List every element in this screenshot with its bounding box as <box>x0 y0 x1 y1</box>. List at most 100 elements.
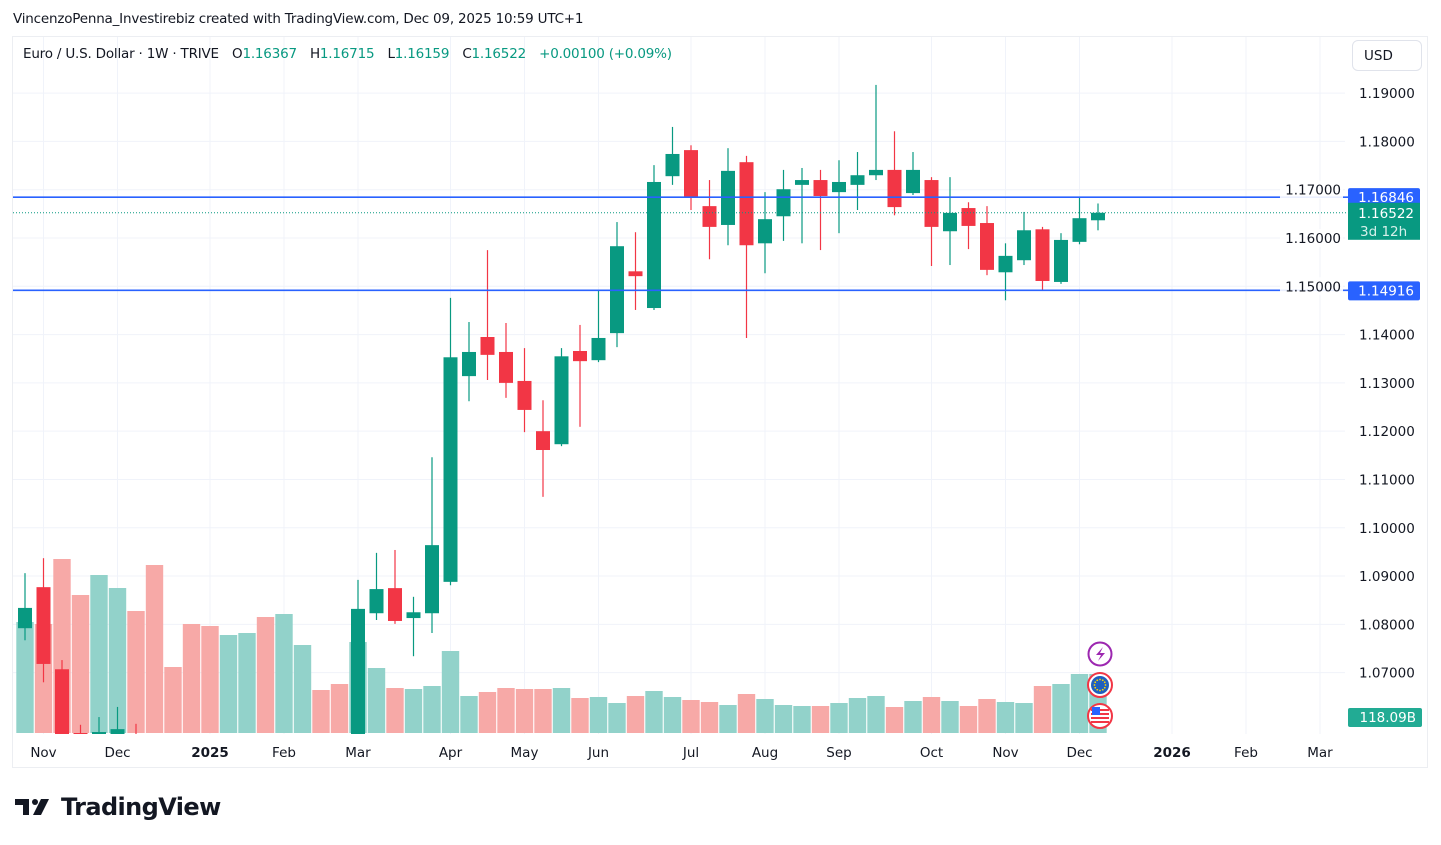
candle[interactable] <box>499 322 513 398</box>
candle-body <box>758 219 772 244</box>
candle-body <box>554 356 569 445</box>
volume-bar <box>904 701 922 733</box>
candle[interactable] <box>480 250 495 380</box>
candle[interactable] <box>462 322 476 402</box>
time-tick-label: Mar <box>345 745 371 761</box>
volume-bar <box>830 703 848 733</box>
candle[interactable] <box>776 169 791 241</box>
volume-bar <box>1015 703 1033 733</box>
event-icons[interactable] <box>1087 641 1113 729</box>
volume-bar <box>756 699 774 733</box>
candle[interactable] <box>1091 203 1105 231</box>
volume-bar <box>201 626 219 733</box>
high-value: 1.16715 <box>319 46 375 62</box>
candle[interactable] <box>795 167 809 244</box>
candle[interactable] <box>406 596 421 657</box>
candle[interactable] <box>351 579 365 837</box>
candle-body <box>480 337 495 355</box>
candle[interactable] <box>55 660 69 745</box>
volume-bar <box>460 696 478 733</box>
volume-bar <box>571 698 589 733</box>
price-tick-label-bg <box>1280 229 1343 247</box>
candle[interactable] <box>998 243 1013 301</box>
candle[interactable] <box>1035 226 1050 291</box>
candle-body <box>998 255 1013 273</box>
candle[interactable] <box>850 152 865 210</box>
candle[interactable] <box>1017 211 1031 266</box>
chart-frame <box>12 36 1428 768</box>
tradingview-logo-icon <box>15 799 49 815</box>
candle-body <box>906 169 920 194</box>
candle[interactable] <box>610 222 624 348</box>
candle[interactable] <box>73 724 88 779</box>
candle[interactable] <box>1054 233 1068 284</box>
open-value: 1.16367 <box>242 46 297 62</box>
candle[interactable] <box>739 155 754 338</box>
candle[interactable] <box>813 169 828 251</box>
candle[interactable] <box>684 145 698 210</box>
candle[interactable] <box>36 558 51 683</box>
currency-button[interactable]: USD <box>1352 40 1422 71</box>
us-flag-canton <box>1092 707 1100 715</box>
candle-body <box>351 608 365 734</box>
candle[interactable] <box>369 552 384 620</box>
candle[interactable] <box>943 177 957 266</box>
volume-bar <box>145 565 164 733</box>
lightning-icon[interactable] <box>1087 641 1113 667</box>
price-axis[interactable]: 1.07000 1.08000 1.09000 1.10000 1.11000 1.120… <box>1280 86 1415 682</box>
price-tick-label: 1.19000 <box>1359 86 1415 102</box>
horizontal-line-price-label: 1.14916 <box>1358 283 1414 299</box>
last-price-label-bg <box>1348 202 1420 240</box>
us-flag-icon[interactable] <box>1087 703 1113 729</box>
candle[interactable] <box>647 165 661 310</box>
candle[interactable] <box>887 131 902 216</box>
volume-bar <box>312 690 330 733</box>
candle-body <box>702 206 717 227</box>
eu-flag-star <box>1096 679 1099 682</box>
candle[interactable] <box>425 457 439 634</box>
price-tick-label: 1.17000 <box>1285 183 1341 199</box>
eu-flag-star <box>1104 684 1107 686</box>
candle[interactable] <box>924 177 939 267</box>
volume-bars <box>16 559 1107 733</box>
candle[interactable] <box>758 192 772 274</box>
candle[interactable] <box>869 84 883 181</box>
candle-body <box>795 180 809 185</box>
candle-body <box>924 180 939 227</box>
volume-bar <box>552 688 571 733</box>
candle[interactable] <box>1072 197 1087 245</box>
candle[interactable] <box>906 152 920 196</box>
candle[interactable] <box>536 400 550 497</box>
candle-body <box>92 732 106 734</box>
candle[interactable] <box>554 348 569 447</box>
symbol-title[interactable]: Euro / U.S. Dollar · 1W · TRIVE <box>23 46 219 62</box>
price-label-bg <box>1348 188 1420 208</box>
lightning-icon-glyph <box>1096 647 1105 661</box>
candle[interactable] <box>961 202 976 250</box>
time-axis[interactable]: Nov Dec 2025 Feb Mar Apr May Jun Jul Aug Sep Oct Nov… <box>30 745 1333 761</box>
horizontal-lines[interactable] <box>13 196 1348 292</box>
candle[interactable] <box>980 206 994 276</box>
horizontal-line-price-label: 1.16846 <box>1358 190 1414 206</box>
candle[interactable] <box>110 706 125 769</box>
tradingview-logo[interactable]: TradingView <box>15 793 221 821</box>
candle[interactable] <box>18 573 32 641</box>
volume-bar <box>127 611 145 733</box>
candle[interactable] <box>628 232 643 310</box>
candle-body <box>517 380 532 410</box>
candle[interactable] <box>443 297 458 586</box>
candle[interactable] <box>517 348 532 433</box>
candle[interactable] <box>591 290 606 363</box>
time-tick-label: Feb <box>1234 745 1258 761</box>
candle-body <box>684 150 698 197</box>
candle[interactable] <box>573 324 587 427</box>
time-tick-label: Apr <box>439 745 463 761</box>
candle[interactable] <box>388 549 402 624</box>
candle[interactable] <box>702 180 717 260</box>
candle-body <box>1091 212 1105 221</box>
candle-body <box>943 212 957 232</box>
eu-flag-icon[interactable] <box>1087 672 1113 698</box>
candle[interactable] <box>665 126 680 185</box>
candle[interactable] <box>92 717 106 793</box>
